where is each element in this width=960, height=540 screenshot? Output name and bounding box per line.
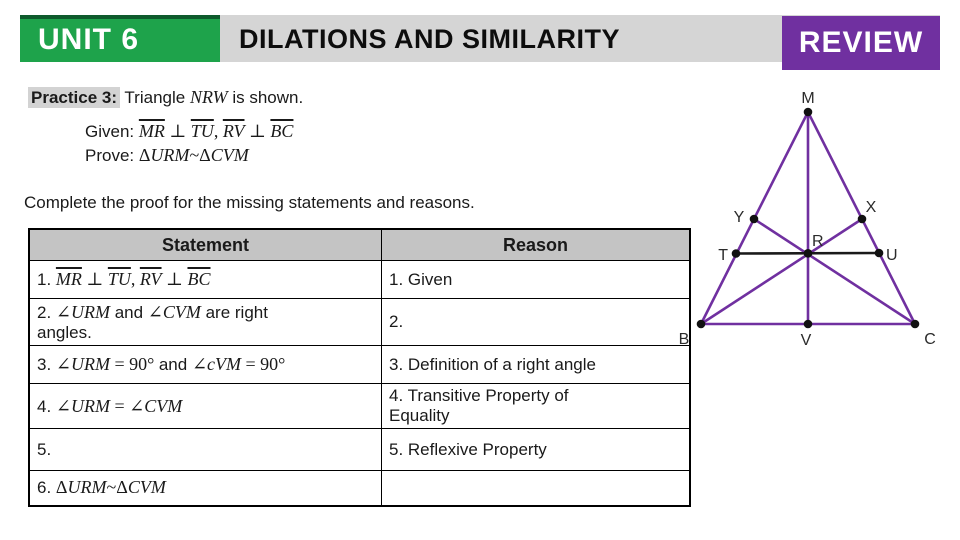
reason-cell: 2. xyxy=(381,298,691,346)
table-row: 6. ΔURM~ΔCVM xyxy=(28,470,691,506)
statement-cell: 4. ∠URM = ∠CVM xyxy=(28,383,382,429)
header-banner: UNIT 6 DILATIONS AND SIMILARITY REVIEW xyxy=(20,15,940,70)
reason-cell: 5. Reflexive Property xyxy=(381,428,691,471)
practice-label: Practice 3: xyxy=(28,87,120,108)
unit-label: UNIT 6 xyxy=(20,15,220,62)
triangle-diagram: M Y X T R U B V C xyxy=(679,90,936,349)
statement-cell: 2. ∠URM and ∠CVM are right angles. xyxy=(28,298,382,346)
point-y xyxy=(749,214,759,224)
segment-bx xyxy=(700,217,863,326)
reason-column-header: Reason xyxy=(381,228,691,261)
table-row: 2. ∠URM and ∠CVM are right angles. 2. xyxy=(28,298,691,346)
point-label-y: Y xyxy=(734,209,745,226)
point-label-c: C xyxy=(924,331,936,348)
statement-cell: 6. ΔURM~ΔCVM xyxy=(28,470,382,506)
reason-cell: 3. Definition of a right angle xyxy=(381,345,691,384)
statement-column-header: Statement xyxy=(28,228,382,261)
given-statement: Given: MR ⊥ TU, RV ⊥ BC xyxy=(85,121,294,141)
table-header-row: Statement Reason xyxy=(28,228,691,261)
point-m xyxy=(803,107,813,117)
practice-intro-text: Triangle NRW is shown. xyxy=(124,87,304,107)
instruction-text: Complete the proof for the missing state… xyxy=(24,193,475,212)
point-label-u: U xyxy=(886,247,898,264)
statement-cell: 5. xyxy=(28,428,382,471)
proof-table: Statement Reason 1. MR ⊥ TU, RV ⊥ BC 1. … xyxy=(28,228,691,507)
table-row: 3. ∠URM = 90° and ∠cVM = 90° 3. Definiti… xyxy=(28,345,691,384)
table-row: 1. MR ⊥ TU, RV ⊥ BC 1. Given xyxy=(28,260,691,299)
point-label-x: X xyxy=(866,199,877,216)
point-c xyxy=(910,319,920,329)
point-label-t: T xyxy=(718,247,728,264)
point-v xyxy=(803,319,813,329)
point-x xyxy=(857,214,867,224)
practice-intro: Practice 3: Triangle NRW is shown. xyxy=(28,87,303,108)
point-label-v: V xyxy=(801,332,812,349)
point-label-m: M xyxy=(801,90,814,107)
point-label-b: B xyxy=(679,331,690,348)
point-t xyxy=(731,249,741,258)
review-badge: REVIEW xyxy=(782,16,940,70)
table-row: 4. ∠URM = ∠CVM 4. Transitive Property of… xyxy=(28,383,691,429)
reason-cell xyxy=(381,470,691,506)
statement-cell: 1. MR ⊥ TU, RV ⊥ BC xyxy=(28,260,382,299)
segment-cy xyxy=(753,217,916,326)
point-label-r: R xyxy=(812,233,824,250)
point-b xyxy=(696,319,706,329)
point-r xyxy=(803,249,813,258)
reason-cell: 4. Transitive Property of Equality xyxy=(381,383,691,429)
table-row: 5. 5. Reflexive Property xyxy=(28,428,691,471)
statement-cell: 3. ∠URM = 90° and ∠cVM = 90° xyxy=(28,345,382,384)
reason-cell: 1. Given xyxy=(381,260,691,299)
point-u xyxy=(874,248,884,258)
prove-statement: Prove: ΔURM~ΔCVM xyxy=(85,145,249,165)
page-title: DILATIONS AND SIMILARITY xyxy=(239,24,620,54)
